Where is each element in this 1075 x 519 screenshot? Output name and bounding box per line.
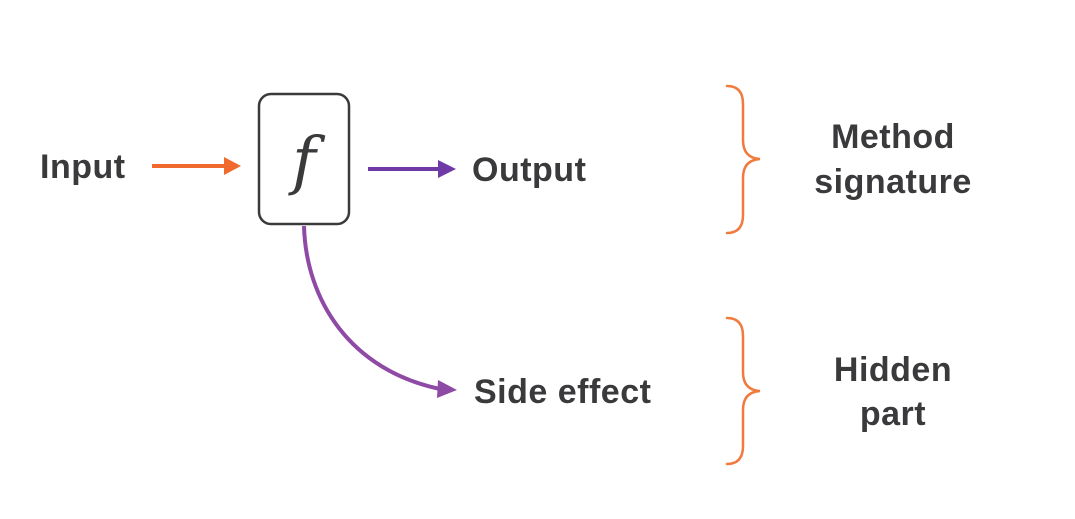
side-effect-arrow [302,225,457,398]
hidden-part-label-line2: part [860,395,926,433]
function-box: f [257,92,351,226]
input-label: Input [40,148,126,186]
hidden-part-brace [725,316,761,466]
output-label: Output [472,151,586,189]
input-arrow [152,157,241,175]
method-signature-label-line1: Method [831,118,955,156]
output-arrow [368,160,456,178]
method-signature-brace [725,84,761,235]
method-signature-label-line2: signature [814,163,972,201]
side-effect-label: Side effect [474,373,651,411]
hidden-part-label-line1: Hidden [834,351,952,389]
